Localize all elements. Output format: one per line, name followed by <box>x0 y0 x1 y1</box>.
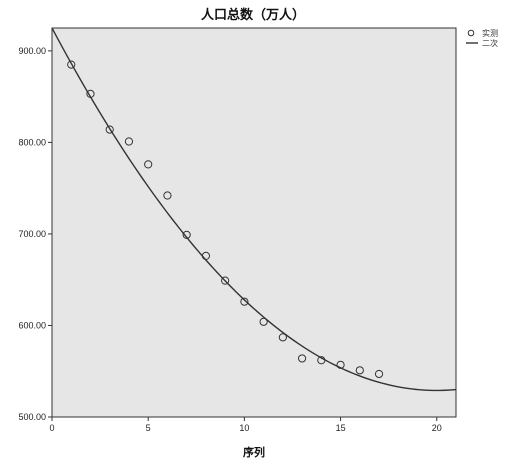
legend-marker-scatter <box>467 29 475 37</box>
y-tick-label: 600.00 <box>18 320 46 330</box>
chart-title: 人口总数（万人） <box>201 7 305 23</box>
data-point <box>201 251 211 261</box>
y-tick-label: 700.00 <box>18 229 46 239</box>
x-tick-label: 20 <box>432 423 442 433</box>
plot-content <box>51 27 457 392</box>
data-point <box>259 317 268 326</box>
data-point <box>105 125 114 134</box>
data-point <box>67 60 76 69</box>
y-tick-label: 500.00 <box>18 412 46 422</box>
y-tick-label: 800.00 <box>18 137 46 147</box>
data-point <box>355 366 364 375</box>
plot-area <box>51 27 457 418</box>
data-point <box>336 360 345 369</box>
data-point <box>144 160 153 169</box>
data-point <box>221 276 230 285</box>
x-tick-label: 15 <box>336 423 346 433</box>
y-tick-label: 900.00 <box>18 46 46 56</box>
data-point <box>317 356 326 365</box>
data-point <box>86 89 95 99</box>
fit-curve-line <box>51 27 457 392</box>
data-point <box>124 137 134 146</box>
data-point <box>182 230 191 239</box>
data-point <box>297 354 307 363</box>
x-tick-label: 0 <box>49 423 54 433</box>
legend-label: 二次 <box>482 38 498 48</box>
x-axis: 0 5 10 15 20 <box>49 417 442 433</box>
data-point <box>163 191 172 200</box>
legend-label: 实测 <box>482 28 498 38</box>
x-tick-label: 10 <box>239 423 249 433</box>
data-point <box>240 297 249 306</box>
data-point <box>374 369 384 379</box>
y-axis: 500.00 600.00 700.00 800.00 900.00 <box>18 46 52 422</box>
data-point <box>278 333 287 342</box>
x-axis-label: 序列 <box>243 445 265 459</box>
x-tick-label: 5 <box>146 423 151 433</box>
